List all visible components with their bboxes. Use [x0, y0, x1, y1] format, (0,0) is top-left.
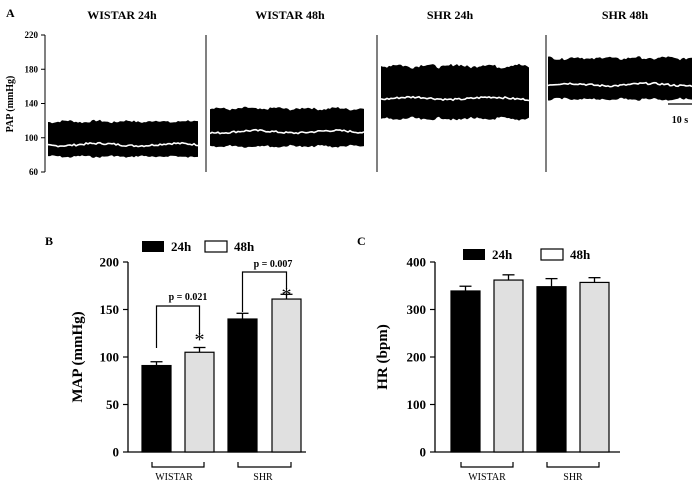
map-chart-bar-wistar-48h — [184, 351, 215, 453]
panel-b: B MAP (mmHg) 24h 48h 0 50 100 150 200 WISTAR S… — [45, 234, 306, 483]
map-chart-group-bracket — [151, 462, 205, 468]
hr-chart-group-bracket — [460, 462, 514, 468]
panel-a-ytick-label: 180 — [25, 64, 39, 74]
trace-title-wistar-48h: WISTAR 48h — [255, 8, 325, 22]
legend-c-48h-label: 48h — [570, 247, 591, 262]
panel-a-ytick-label: 60 — [29, 167, 39, 177]
time-scale-label: 10 s — [672, 115, 689, 126]
panel-b-label: B — [45, 234, 53, 248]
mean-pressure-line-wistar-48h — [209, 128, 365, 135]
hr-chart-ytick-label: 200 — [407, 350, 427, 365]
panel-a-ytick-label: 140 — [25, 99, 39, 109]
hr-chart-ytick-label: 100 — [407, 397, 427, 412]
map-chart-ytick-label: 0 — [113, 445, 120, 460]
hr-chart-bar-wistar-24h — [450, 290, 481, 453]
legend-c-24h-swatch — [463, 249, 485, 260]
panel-a-ytick-label: 220 — [25, 30, 39, 40]
map-chart-significance-star: * — [195, 329, 205, 351]
map-chart-significance-bracket — [155, 305, 201, 348]
panel-c-label: C — [357, 234, 366, 248]
mean-pressure-line-shr-48h — [547, 81, 693, 88]
pressure-trace-shr-48h — [548, 56, 692, 101]
mean-pressure-line-shr-24h — [380, 95, 530, 102]
pressure-trace-wistar-48h — [210, 106, 364, 148]
map-chart-bar-shr-48h — [271, 298, 302, 453]
map-chart-ytick-label: 50 — [106, 397, 119, 412]
hr-chart-bar-shr-24h — [536, 286, 567, 453]
map-chart-significance-bracket — [241, 271, 288, 312]
pressure-trace-shr-24h — [381, 63, 529, 121]
map-chart-group-label-wistar: WISTAR — [155, 472, 193, 483]
trace-title-shr-24h: SHR 24h — [427, 8, 474, 22]
map-chart-significance-star: * — [282, 284, 292, 306]
p-value-shr: p = 0.007 — [254, 259, 293, 270]
map-chart-bar-wistar-24h — [141, 364, 172, 453]
hr-chart-bar-shr-48h — [579, 281, 610, 453]
trace-title-shr-48h: SHR 48h — [602, 8, 649, 22]
map-chart-group-bracket — [237, 462, 292, 468]
hr-chart-group-bracket — [546, 462, 600, 468]
legend-c-48h-swatch — [540, 248, 564, 261]
map-chart-bar-shr-24h — [227, 318, 258, 453]
map-chart-ytick-label: 100 — [100, 350, 120, 365]
hr-chart-ytick-label: 400 — [407, 255, 427, 270]
hr-chart-ytick-label: 0 — [420, 445, 427, 460]
hr-chart-bar-wistar-48h — [493, 279, 524, 453]
legend-b-24h-swatch — [142, 241, 164, 252]
panel-b-ylabel: MAP (mmHg) — [70, 311, 86, 402]
p-value-wistar: p = 0.021 — [169, 292, 208, 303]
legend-b-24h-label: 24h — [171, 239, 192, 254]
legend-c-24h-label: 24h — [492, 247, 513, 262]
mean-pressure-line-wistar-24h — [47, 141, 199, 148]
panel-c: C HR (bpm) 24h 48h 0 100 200 300 400 WISTAR SH… — [357, 234, 620, 483]
panel-a: A PAP (mmHg) 60 100 140 180 220 WISTAR 24h W… — [5, 6, 693, 177]
panel-a-ylabel: PAP (mmHg) — [5, 76, 16, 133]
hr-chart-ytick-label: 300 — [407, 302, 427, 317]
panel-a-label: A — [6, 6, 15, 20]
hr-chart-group-label-wistar: WISTAR — [468, 472, 506, 483]
legend-b-48h-swatch — [204, 240, 228, 253]
hr-chart-group-label-shr: SHR — [563, 472, 583, 483]
map-chart-ytick-label: 150 — [100, 302, 120, 317]
map-chart-ytick-label: 200 — [100, 255, 120, 270]
map-chart-group-label-shr: SHR — [253, 472, 273, 483]
trace-title-wistar-24h: WISTAR 24h — [87, 8, 157, 22]
panel-c-ylabel: HR (bpm) — [375, 324, 391, 389]
panel-a-ytick-label: 100 — [25, 133, 39, 143]
pressure-trace-wistar-24h — [48, 119, 198, 158]
legend-b-48h-label: 48h — [234, 239, 255, 254]
